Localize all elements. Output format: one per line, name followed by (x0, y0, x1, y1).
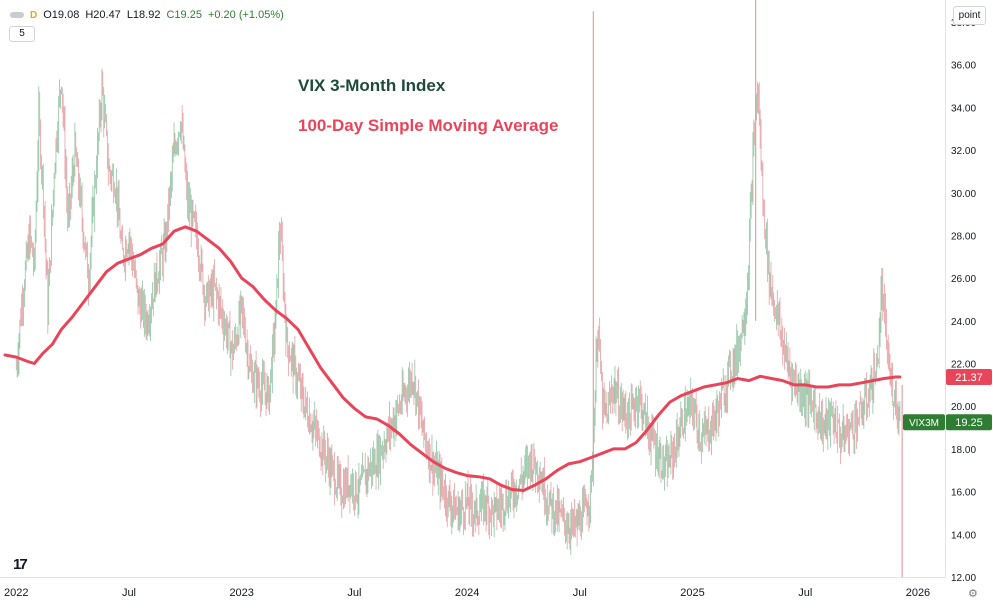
y-tick-label: 32.00 (951, 146, 976, 157)
y-tick-label: 30.00 (951, 189, 976, 200)
price-badge-label: 21.37 (955, 372, 983, 384)
ticker-badge (903, 414, 945, 431)
y-tick-label: 22.00 (951, 360, 976, 371)
price-badge (946, 368, 992, 385)
high-value: H20.47 (85, 9, 121, 21)
moving-average-line (3, 225, 902, 492)
y-tick-label: 26.00 (951, 274, 976, 285)
x-tick-label: 2022 (4, 587, 28, 599)
legend-series-1: VIX 3-Month Index (298, 76, 446, 95)
legend-series-2: 100-Day Simple Moving Average (298, 116, 559, 135)
price-badge-label: 19.25 (955, 417, 983, 429)
y-tick-label: 36.00 (951, 61, 976, 72)
settings-gear-icon[interactable]: ⚙ (968, 588, 978, 600)
tradingview-logo-icon[interactable]: 17 (13, 556, 28, 573)
x-tick-label: Jul (122, 587, 136, 599)
y-tick-label: 12.00 (951, 573, 976, 584)
ohlc-readout: D O19.08 H20.47 L18.92 C19.25 +0.20 (+1.… (10, 9, 284, 21)
price-badge (946, 414, 992, 431)
y-tick-label: 34.00 (951, 103, 976, 114)
x-tick-label: 2023 (229, 587, 253, 599)
low-value: L18.92 (126, 9, 161, 21)
change-value: +0.20 (+1.05%) (207, 9, 284, 21)
y-tick-label: 20.00 (951, 402, 976, 413)
y-tick-label: 16.00 (951, 488, 976, 499)
interval-button[interactable]: 5 (9, 26, 35, 42)
symbol-marker: D (30, 9, 38, 21)
y-tick-label: 28.00 (951, 231, 976, 242)
open-value: O19.08 (43, 9, 80, 21)
x-tick-label: 2024 (455, 587, 479, 599)
x-tick-label: Jul (573, 587, 587, 599)
y-tick-label: 24.00 (951, 317, 976, 328)
y-tick-label: 14.00 (951, 530, 976, 541)
x-tick-label: 2026 (906, 587, 930, 599)
close-value: C19.25 (166, 9, 202, 21)
interval-label: 5 (19, 28, 25, 39)
symbol-dots-icon (10, 12, 24, 18)
x-tick-label: 2025 (680, 587, 704, 599)
x-tick-label: Jul (347, 587, 361, 599)
scale-mode-button[interactable]: point (953, 6, 986, 25)
x-tick-label: Jul (798, 587, 812, 599)
y-tick-label: 18.00 (951, 445, 976, 456)
ticker-badge-label: VIX3M (909, 418, 939, 429)
